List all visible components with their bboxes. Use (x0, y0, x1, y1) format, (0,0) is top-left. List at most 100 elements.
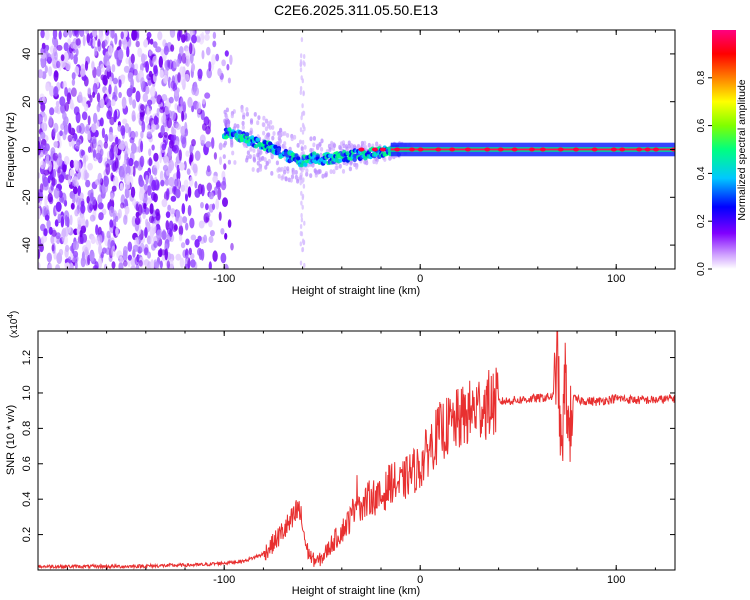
spectrogram-cell (196, 101, 202, 114)
spectrogram-cell (379, 147, 386, 152)
spectrogram-cell (135, 40, 140, 48)
spectrogram-cell (230, 242, 234, 251)
spectrogram-cell (212, 40, 217, 48)
spectrogram-cell (212, 250, 218, 262)
spectrogram-cell (185, 254, 189, 262)
spectrogram-cell (303, 220, 306, 226)
spectrogram-cell (163, 74, 168, 84)
spectrogram-cell (97, 234, 103, 245)
spectrogram-cell (153, 152, 159, 162)
spectrogram-cell (241, 120, 245, 126)
spectrogram-cell (144, 207, 150, 215)
spectrogram-cell (591, 147, 598, 152)
spectrogram-cell (72, 30, 77, 37)
spectrogram-cell (48, 115, 53, 127)
spectrogram-cell (309, 148, 313, 153)
spectrogram-cell (251, 167, 255, 172)
spectrogram-cell (121, 96, 127, 109)
spectrogram-cell (296, 178, 300, 184)
spectrogram-cell (161, 198, 168, 208)
spectrogram-cell (557, 147, 564, 152)
spectrogram-ytick-label: -40 (21, 237, 33, 253)
spectrogram-cell (92, 37, 96, 47)
spectrogram-cell (299, 241, 302, 247)
spectrogram-cell (334, 165, 338, 171)
spectrogram-cell (299, 172, 303, 178)
spectrogram-cell (177, 72, 181, 83)
spectrogram-cell (143, 183, 148, 191)
spectrogram-cell (62, 130, 67, 141)
spectrogram-cell (65, 244, 70, 253)
spectrogram-cell (41, 234, 48, 243)
snr-ytick-label: 0.6 (21, 456, 33, 471)
spectrogram-cell (284, 176, 288, 182)
spectrogram-cell (132, 99, 137, 109)
snr-ytick-label: 0.2 (21, 527, 33, 542)
spectrogram-cell (103, 77, 108, 87)
spectrogram-cell (134, 131, 139, 138)
spectrogram-cell (67, 38, 72, 46)
spectrogram-cell (47, 175, 51, 184)
spectrogram-cell (312, 136, 316, 141)
spectrogram-cell (63, 42, 69, 52)
spectrogram-cell (161, 143, 167, 151)
spectrogram-cell (257, 115, 261, 120)
spectrogram-cell (170, 44, 175, 52)
spectrogram-cell (131, 110, 136, 122)
spectrogram-cell (312, 151, 317, 156)
spectrogram-cell (106, 65, 112, 72)
spectrogram-cell (185, 222, 189, 231)
spectrogram-cell (123, 65, 130, 73)
spectrogram-cell (180, 184, 186, 192)
spectrogram-cell (175, 253, 182, 261)
spectrogram-cell (209, 230, 215, 237)
spectrogram-cell (112, 218, 117, 231)
spectrogram-cell (134, 217, 141, 225)
spectrogram-cell (201, 31, 205, 41)
spectrogram-cell (153, 167, 158, 176)
spectrogram-cell (89, 214, 96, 222)
spectrogram-cell (155, 46, 162, 53)
spectrogram-cell (484, 147, 491, 152)
spectrogram-cell (98, 243, 103, 256)
spectrogram-cell (266, 121, 270, 126)
spectrogram-cell (299, 90, 302, 95)
spectrogram-cell (107, 45, 113, 56)
spectrogram-cell (63, 30, 69, 37)
spectrogram-cell (237, 130, 243, 135)
spectrogram-cell (539, 147, 546, 152)
spectrogram-cell (353, 144, 357, 150)
spectrogram-cell (45, 152, 50, 165)
spectrogram-cell (278, 139, 282, 145)
spectrogram-cell (44, 65, 48, 74)
spectrogram-cell (170, 195, 177, 202)
spectrogram-cell (140, 77, 145, 89)
spectrogram-cell (175, 123, 181, 130)
spectrogram-cell (303, 162, 308, 167)
spectrogram-cell (62, 164, 67, 173)
spectrogram-cell (278, 132, 282, 138)
spectrogram-cell (293, 134, 297, 140)
spectrogram-cell (166, 260, 171, 269)
spectrogram-cell (269, 120, 273, 125)
spectrogram-cell (302, 91, 305, 97)
spectrogram-cell (303, 262, 306, 268)
spectrogram-cell (74, 66, 80, 77)
spectrogram-cell (53, 51, 58, 60)
spectrogram-cell (135, 90, 141, 103)
spectrogram-cell (43, 113, 48, 123)
spectrogram-cell (38, 69, 44, 79)
snr-xtick-label: -100 (213, 574, 235, 586)
spectrogram-cell (111, 64, 116, 73)
spectrogram-cell (83, 246, 89, 259)
spectrogram-cell (289, 177, 293, 183)
spectrogram-cell (70, 102, 75, 110)
spectrogram-cell (302, 60, 305, 66)
spectrogram-cell (39, 160, 46, 170)
spectrogram-cell (227, 77, 231, 84)
spectrogram-cell (145, 116, 150, 124)
spectrogram-cell (38, 249, 41, 260)
spectrogram-cell (47, 193, 53, 203)
spectrogram-cell (215, 53, 220, 62)
spectrogram-cell (183, 179, 189, 188)
